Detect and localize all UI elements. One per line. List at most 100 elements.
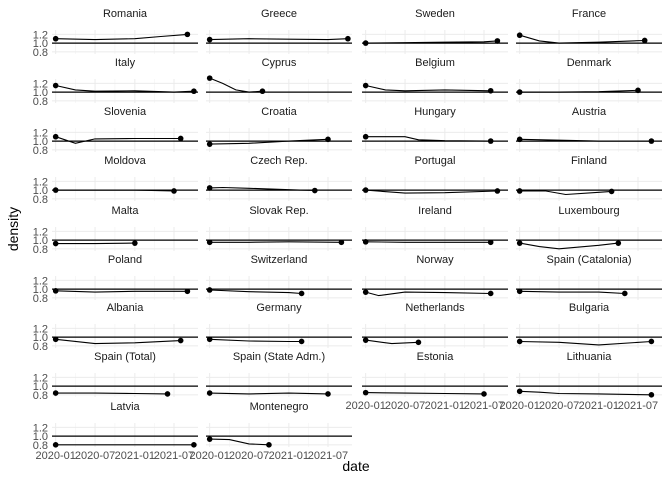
- panel-background: [516, 227, 662, 251]
- series-line: [365, 84, 491, 92]
- facet-panel: Moldova 0.81.01.2: [33, 155, 198, 206]
- facet-strip-label: Hungary: [414, 106, 456, 118]
- facet-strip-label: Sweden: [415, 8, 455, 20]
- facet-strip-label: Estonia: [417, 351, 455, 363]
- panel-background: [52, 324, 198, 348]
- facet-strip-label: Greece: [261, 8, 297, 20]
- series-line: [55, 136, 181, 144]
- series-line: [209, 138, 329, 145]
- series-line: [209, 338, 302, 343]
- series-line: [365, 189, 498, 194]
- y-tick-label: 1.2: [33, 275, 48, 287]
- facet-strip-label: Malta: [112, 205, 140, 217]
- start-point: [516, 240, 523, 246]
- facet-strip-label: Moldova: [104, 155, 146, 167]
- facet-panel: Germany: [206, 302, 352, 348]
- panel-background: [206, 30, 352, 54]
- facet-strip-label: Spain (Catalonia): [547, 254, 632, 266]
- facet-strip-label: Czech Rep.: [250, 155, 307, 167]
- y-tick-label: 1.2: [33, 176, 48, 188]
- panel-background: [206, 276, 352, 300]
- start-point: [362, 40, 369, 46]
- end-point: [494, 38, 501, 44]
- series-line: [55, 392, 168, 395]
- series-line: [209, 438, 269, 446]
- panel-background: [52, 128, 198, 152]
- series-line: [519, 190, 612, 196]
- series-line: [365, 40, 498, 44]
- y-tick-label: 1.0: [33, 185, 48, 197]
- facet-strip-label: Norway: [416, 254, 454, 266]
- y-tick-label: 1.2: [33, 226, 48, 238]
- start-point: [362, 187, 369, 193]
- start-point: [52, 390, 59, 396]
- y-tick-label: 1.0: [33, 87, 48, 99]
- x-axis-title: date: [342, 458, 369, 474]
- end-point: [266, 442, 272, 448]
- facet-strip-label: Denmark: [567, 57, 612, 69]
- series-line: [55, 33, 188, 41]
- panel-background: [206, 423, 352, 447]
- panel-background: [52, 30, 198, 54]
- end-point: [311, 187, 318, 194]
- facet-panel: Portugal: [362, 155, 508, 201]
- x-tick-label: 2020-07: [229, 450, 269, 462]
- end-point: [648, 392, 655, 398]
- end-point: [184, 31, 191, 38]
- facet-strip-label: Lithuania: [567, 351, 613, 363]
- facet-panel: Spain (Catalonia): [516, 254, 662, 300]
- facet-panel: Hungary: [362, 106, 508, 152]
- x-tick-label: 2020-01: [189, 450, 229, 462]
- series-line: [55, 290, 188, 293]
- panel-background: [516, 177, 662, 201]
- facet-strip-label: Ireland: [418, 205, 452, 217]
- start-point: [206, 239, 213, 246]
- series-line: [519, 290, 625, 295]
- facet-panel: Switzerland: [206, 254, 352, 300]
- end-point: [298, 338, 305, 345]
- end-point: [494, 188, 501, 194]
- start-point: [362, 389, 369, 396]
- panel-background: [362, 324, 508, 348]
- x-tick-label: 2020-01: [499, 400, 539, 412]
- facet-panel: Slovenia 0.81.01.2: [33, 106, 198, 157]
- series-line: [519, 34, 645, 44]
- y-tick-label: 1.0: [33, 235, 48, 247]
- end-point: [191, 442, 197, 448]
- facet-strip-label: Slovak Rep.: [249, 205, 308, 217]
- facet-panel: Ireland: [362, 205, 508, 251]
- x-tick-label: 2020-07: [75, 450, 115, 462]
- end-point: [345, 35, 351, 42]
- series-line: [365, 241, 491, 243]
- series-line: [209, 77, 263, 93]
- x-tick-label: 2021-07: [464, 400, 504, 412]
- series-line: [519, 89, 639, 93]
- end-point: [298, 290, 305, 297]
- end-point: [635, 87, 641, 94]
- facet-panel: Belgium: [362, 57, 508, 103]
- facet-panel: Luxembourg: [516, 205, 662, 251]
- facet-panel: Spain (Total) 0.81.01.2: [33, 351, 198, 402]
- series-line: [365, 339, 419, 345]
- start-point: [52, 187, 59, 193]
- start-point: [362, 133, 369, 140]
- facet-strip-label: Montenegro: [250, 401, 309, 413]
- facet-strip-label: Croatia: [261, 106, 297, 118]
- end-point: [325, 136, 331, 143]
- facet-panel: Denmark: [516, 57, 662, 103]
- start-point: [52, 288, 59, 294]
- start-point: [516, 188, 523, 194]
- x-tick-label: 2021-01: [425, 400, 465, 412]
- panel-background: [206, 79, 352, 103]
- facet-panel: Cyprus: [206, 57, 352, 103]
- y-tick-label: 1.2: [33, 372, 48, 384]
- start-point: [206, 436, 213, 442]
- y-tick-label: 1.0: [33, 136, 48, 148]
- facet-panel: Croatia: [206, 106, 352, 152]
- facet-strip-label: Albania: [107, 302, 145, 314]
- end-point: [164, 391, 171, 397]
